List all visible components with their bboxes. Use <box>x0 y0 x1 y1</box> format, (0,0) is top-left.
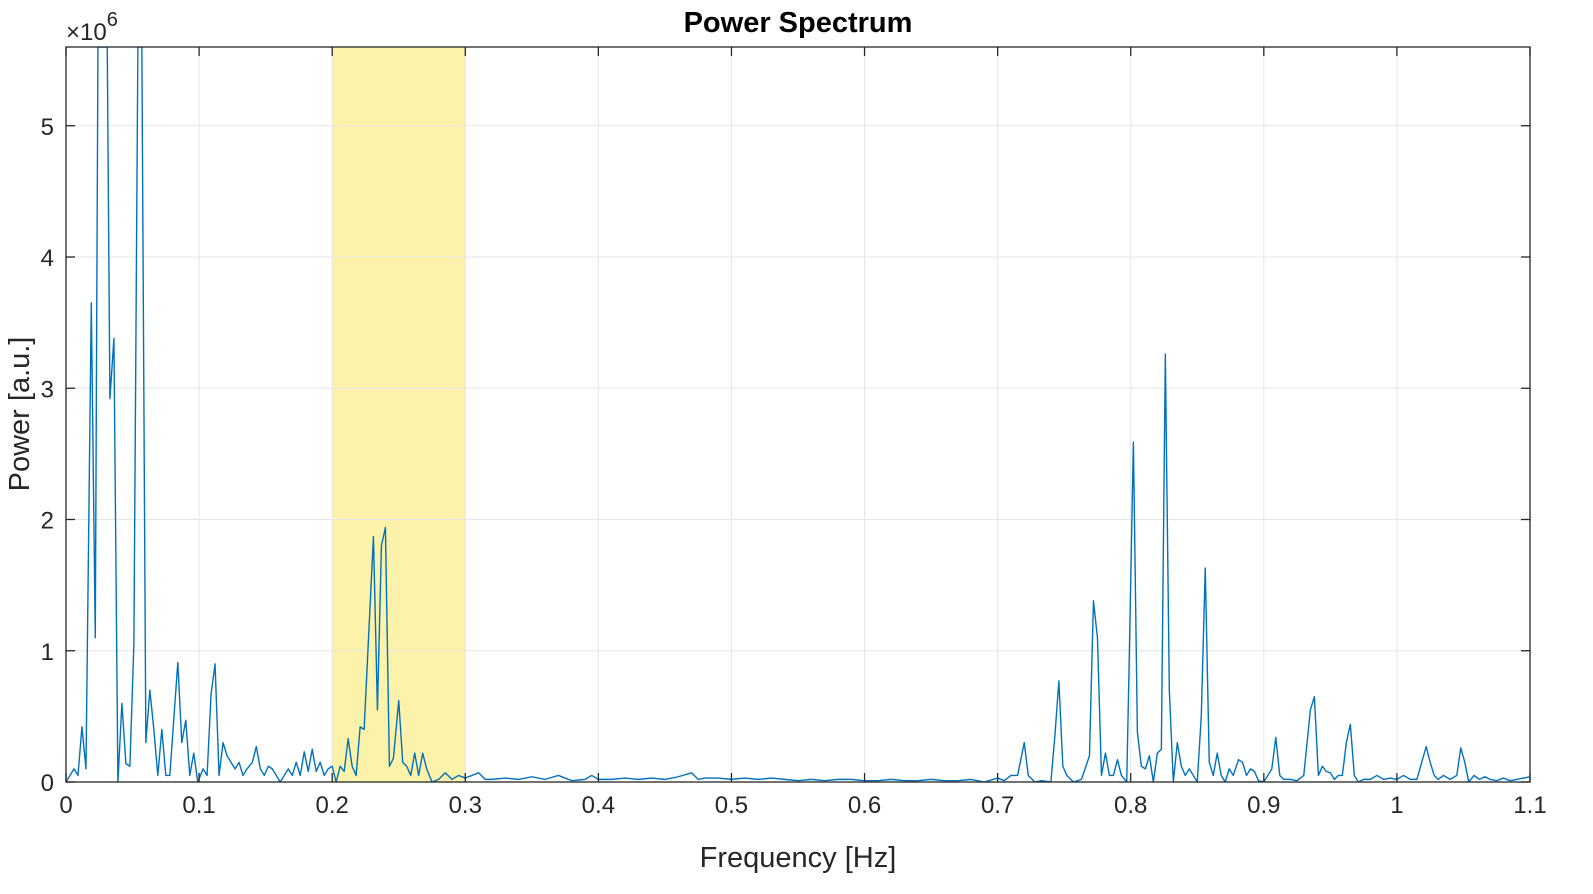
y-tick-label: 3 <box>41 376 54 403</box>
chart-title: Power Spectrum <box>684 7 913 39</box>
x-tick-label: 0.1 <box>182 792 215 819</box>
plot-background <box>66 47 1530 782</box>
x-tick-label: 0 <box>59 792 72 819</box>
highlight-band <box>332 47 466 782</box>
x-tick-label: 1 <box>1390 792 1403 819</box>
x-tick-label: 0.3 <box>449 792 482 819</box>
y-tick-label: 1 <box>41 639 54 666</box>
y-axis-label: Power [a.u.] <box>4 337 36 492</box>
x-tick-label: 1.1 <box>1513 792 1546 819</box>
x-tick-label: 0.5 <box>715 792 748 819</box>
x-tick-label: 0.6 <box>848 792 881 819</box>
x-tick-label: 0.2 <box>315 792 348 819</box>
y-tick-label: 5 <box>41 114 54 141</box>
x-tick-label: 0.7 <box>981 792 1014 819</box>
highlight-band-layer <box>332 47 466 782</box>
series-layer <box>66 47 1530 782</box>
x-tick-label: 0.9 <box>1247 792 1280 819</box>
x-tick-label: 0.8 <box>1114 792 1147 819</box>
x-tick-label: 0.4 <box>582 792 615 819</box>
y-tick-label: 2 <box>41 508 54 535</box>
tick-layer: 0 0.1 0.2 0.3 0.4 0.5 0.6 0.7 0.8 0.9 1 1.1 0 1 2 3 4 5 <box>41 47 1547 819</box>
plot-frame <box>65 46 1531 783</box>
series-line-0 <box>66 47 1530 782</box>
x-axis-label: Frequency [Hz] <box>700 842 897 874</box>
y-exponent-base: ×10 <box>66 19 107 46</box>
y-tick-label: 0 <box>41 770 54 797</box>
y-exponent-power: 6 <box>107 9 118 31</box>
y-exponent-label: ×106 <box>66 9 118 46</box>
y-tick-label: 4 <box>41 245 54 272</box>
